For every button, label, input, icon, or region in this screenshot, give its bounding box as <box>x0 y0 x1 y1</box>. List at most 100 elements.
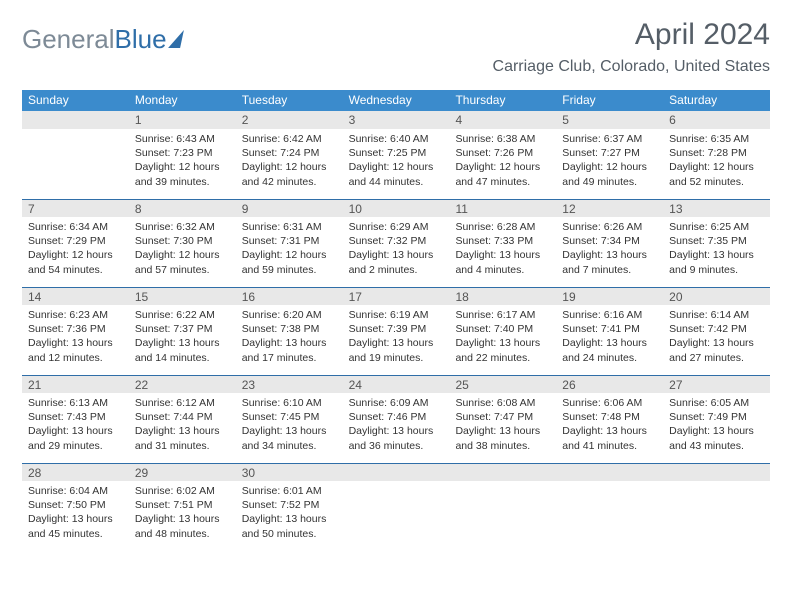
daylight-line-2: and 39 minutes. <box>135 175 230 189</box>
daylight-line-2: and 36 minutes. <box>349 439 444 453</box>
daynum-cell <box>556 463 663 481</box>
daynum-cell: 15 <box>129 287 236 305</box>
daylight-line-2: and 22 minutes. <box>455 351 550 365</box>
daylight-line-2: and 9 minutes. <box>669 263 764 277</box>
sunrise-line: Sunrise: 6:05 AM <box>669 396 764 410</box>
day-body: Sunrise: 6:14 AMSunset: 7:42 PMDaylight:… <box>663 305 770 375</box>
sunrise-line: Sunrise: 6:04 AM <box>28 484 123 498</box>
sunset-line: Sunset: 7:41 PM <box>562 322 657 336</box>
daylight-line-1: Daylight: 12 hours <box>242 248 337 262</box>
sunrise-line: Sunrise: 6:37 AM <box>562 132 657 146</box>
daynum-cell: 2 <box>236 111 343 129</box>
daylight-line-2: and 29 minutes. <box>28 439 123 453</box>
daylight-line-1: Daylight: 13 hours <box>562 248 657 262</box>
daylight-line-2: and 49 minutes. <box>562 175 657 189</box>
sunset-line: Sunset: 7:46 PM <box>349 410 444 424</box>
day-body: Sunrise: 6:32 AMSunset: 7:30 PMDaylight:… <box>129 217 236 287</box>
day-body: Sunrise: 6:29 AMSunset: 7:32 PMDaylight:… <box>343 217 450 287</box>
daylight-line-1: Daylight: 13 hours <box>562 336 657 350</box>
sunrise-line: Sunrise: 6:35 AM <box>669 132 764 146</box>
sunrise-line: Sunrise: 6:31 AM <box>242 220 337 234</box>
daylight-line-2: and 14 minutes. <box>135 351 230 365</box>
sunrise-line: Sunrise: 6:14 AM <box>669 308 764 322</box>
week-5-body: Sunrise: 6:04 AMSunset: 7:50 PMDaylight:… <box>22 481 770 551</box>
logo: GeneralBlue <box>22 18 182 55</box>
day-body: Sunrise: 6:34 AMSunset: 7:29 PMDaylight:… <box>22 217 129 287</box>
sunrise-line: Sunrise: 6:01 AM <box>242 484 337 498</box>
sunrise-line: Sunrise: 6:32 AM <box>135 220 230 234</box>
weekday-tuesday: Tuesday <box>236 90 343 111</box>
sunset-line: Sunset: 7:32 PM <box>349 234 444 248</box>
logo-text-blue: Blue <box>115 24 167 55</box>
day-body: Sunrise: 6:38 AMSunset: 7:26 PMDaylight:… <box>449 129 556 199</box>
weekday-saturday: Saturday <box>663 90 770 111</box>
daylight-line-1: Daylight: 12 hours <box>135 160 230 174</box>
daynum-cell: 4 <box>449 111 556 129</box>
weekday-sunday: Sunday <box>22 90 129 111</box>
week-2-daynums: 7 8 9 10 11 12 13 <box>22 199 770 217</box>
daylight-line-1: Daylight: 13 hours <box>349 424 444 438</box>
daylight-line-1: Daylight: 13 hours <box>28 336 123 350</box>
daylight-line-1: Daylight: 13 hours <box>455 248 550 262</box>
daylight-line-2: and 43 minutes. <box>669 439 764 453</box>
daylight-line-2: and 19 minutes. <box>349 351 444 365</box>
day-body: Sunrise: 6:42 AMSunset: 7:24 PMDaylight:… <box>236 129 343 199</box>
day-body: Sunrise: 6:20 AMSunset: 7:38 PMDaylight:… <box>236 305 343 375</box>
daylight-line-1: Daylight: 12 hours <box>349 160 444 174</box>
sunrise-line: Sunrise: 6:26 AM <box>562 220 657 234</box>
sunrise-line: Sunrise: 6:38 AM <box>455 132 550 146</box>
daynum-cell: 10 <box>343 199 450 217</box>
sunset-line: Sunset: 7:31 PM <box>242 234 337 248</box>
daylight-line-2: and 41 minutes. <box>562 439 657 453</box>
sunset-line: Sunset: 7:36 PM <box>28 322 123 336</box>
daynum-cell: 29 <box>129 463 236 481</box>
day-body: Sunrise: 6:13 AMSunset: 7:43 PMDaylight:… <box>22 393 129 463</box>
daylight-line-1: Daylight: 13 hours <box>135 336 230 350</box>
week-3-body: Sunrise: 6:23 AMSunset: 7:36 PMDaylight:… <box>22 305 770 375</box>
daynum-cell: 30 <box>236 463 343 481</box>
day-body: Sunrise: 6:37 AMSunset: 7:27 PMDaylight:… <box>556 129 663 199</box>
daylight-line-1: Daylight: 13 hours <box>242 336 337 350</box>
daynum-cell: 9 <box>236 199 343 217</box>
daylight-line-2: and 47 minutes. <box>455 175 550 189</box>
week-1-daynums: 1 2 3 4 5 6 <box>22 111 770 129</box>
day-body-empty <box>22 129 129 199</box>
day-body: Sunrise: 6:35 AMSunset: 7:28 PMDaylight:… <box>663 129 770 199</box>
daylight-line-2: and 45 minutes. <box>28 527 123 541</box>
daylight-line-1: Daylight: 13 hours <box>562 424 657 438</box>
sunrise-line: Sunrise: 6:13 AM <box>28 396 123 410</box>
daynum-cell <box>343 463 450 481</box>
daylight-line-2: and 27 minutes. <box>669 351 764 365</box>
daylight-line-1: Daylight: 13 hours <box>669 336 764 350</box>
header: GeneralBlue April 2024 Carriage Club, Co… <box>22 18 770 76</box>
day-body: Sunrise: 6:43 AMSunset: 7:23 PMDaylight:… <box>129 129 236 199</box>
daynum-cell: 22 <box>129 375 236 393</box>
title-block: April 2024 Carriage Club, Colorado, Unit… <box>493 18 770 76</box>
day-body: Sunrise: 6:26 AMSunset: 7:34 PMDaylight:… <box>556 217 663 287</box>
sunrise-line: Sunrise: 6:23 AM <box>28 308 123 322</box>
sunset-line: Sunset: 7:52 PM <box>242 498 337 512</box>
day-body: Sunrise: 6:01 AMSunset: 7:52 PMDaylight:… <box>236 481 343 551</box>
sunset-line: Sunset: 7:27 PM <box>562 146 657 160</box>
daynum-cell <box>22 111 129 129</box>
location-subtitle: Carriage Club, Colorado, United States <box>493 58 770 76</box>
day-body-empty <box>663 481 770 551</box>
daylight-line-2: and 44 minutes. <box>349 175 444 189</box>
daynum-cell <box>663 463 770 481</box>
weekday-thursday: Thursday <box>449 90 556 111</box>
daynum-cell: 7 <box>22 199 129 217</box>
day-body: Sunrise: 6:06 AMSunset: 7:48 PMDaylight:… <box>556 393 663 463</box>
daylight-line-1: Daylight: 12 hours <box>135 248 230 262</box>
daynum-cell: 3 <box>343 111 450 129</box>
day-body: Sunrise: 6:19 AMSunset: 7:39 PMDaylight:… <box>343 305 450 375</box>
sunset-line: Sunset: 7:40 PM <box>455 322 550 336</box>
daynum-cell: 8 <box>129 199 236 217</box>
daylight-line-1: Daylight: 13 hours <box>349 336 444 350</box>
daynum-cell: 12 <box>556 199 663 217</box>
sunrise-line: Sunrise: 6:12 AM <box>135 396 230 410</box>
weekday-friday: Friday <box>556 90 663 111</box>
sunrise-line: Sunrise: 6:20 AM <box>242 308 337 322</box>
day-body: Sunrise: 6:28 AMSunset: 7:33 PMDaylight:… <box>449 217 556 287</box>
sunrise-line: Sunrise: 6:17 AM <box>455 308 550 322</box>
logo-text-gray: General <box>22 24 115 55</box>
